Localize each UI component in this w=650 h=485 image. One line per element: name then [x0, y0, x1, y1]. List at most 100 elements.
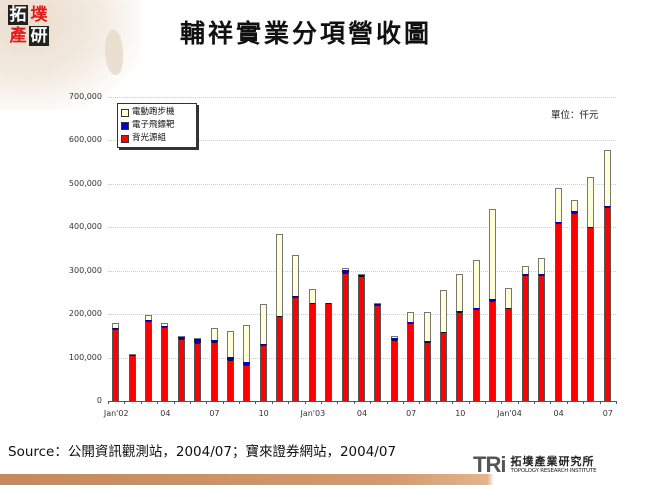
bar-segment [128, 355, 136, 401]
bar-segment [243, 364, 251, 401]
bar-2002/09 [243, 325, 251, 401]
bar-segment [439, 331, 447, 333]
x-tick-label: 04 [160, 409, 171, 418]
bar-segment [538, 257, 546, 275]
bar-segment [112, 323, 120, 329]
bar-2002/03 [144, 315, 152, 401]
bar-segment [226, 357, 234, 361]
bar-segment [554, 221, 562, 223]
chart-legend: 電動跑步機 電子飛鏢靶 背光源組 [117, 103, 197, 148]
bar-segment [210, 341, 218, 401]
y-tick-label: 400,000 [68, 222, 102, 232]
x-axis-tick [501, 401, 503, 404]
bar-segment [554, 188, 562, 223]
bar-segment [587, 227, 595, 401]
bar-segment [390, 339, 398, 401]
x-tick-label: Jan'02 [103, 409, 129, 418]
bar-segment [210, 339, 218, 342]
bar-2002/05 [177, 336, 185, 401]
bar-segment [521, 265, 529, 275]
gridline [108, 227, 616, 229]
bar-segment [243, 362, 251, 365]
x-axis-tick [566, 401, 568, 404]
x-axis-tick [255, 401, 257, 404]
bar-segment [161, 322, 169, 327]
page-title: 輔祥實業分項營收圖 [180, 19, 433, 48]
bar-segment [161, 326, 169, 328]
bar-segment [374, 305, 382, 401]
bar-segment [439, 332, 447, 401]
bar-segment [308, 303, 316, 401]
bar-segment [489, 299, 497, 302]
gridline [108, 183, 616, 185]
bar-segment [407, 312, 415, 322]
bar-segment [128, 353, 136, 355]
bar-2004/05 [571, 199, 579, 401]
bar-segment [587, 177, 595, 227]
logo-char: 產 [9, 26, 27, 46]
x-axis-tick [402, 401, 404, 404]
x-axis-tick [189, 401, 191, 404]
gridline [108, 97, 616, 98]
x-axis-tick [222, 401, 224, 404]
bar-2003/03 [341, 268, 349, 401]
x-axis-tick [337, 401, 339, 404]
org-name-en: TOPOLOGY RESEARCH INSTITUTE [510, 467, 597, 474]
gridline [108, 140, 616, 142]
bar-segment [177, 336, 185, 338]
y-tick-label: 700,000 [68, 92, 102, 101]
logo-char: 墣 [30, 5, 48, 25]
x-axis-tick [353, 401, 355, 404]
x-axis-tick [599, 401, 601, 404]
unit-label: 單位：仟元 [551, 110, 599, 121]
bar-segment [325, 303, 333, 401]
bar-2002/04 [161, 322, 169, 401]
gridline [108, 270, 616, 272]
bar-2003/11 [472, 260, 480, 401]
bar-2004/04 [554, 188, 562, 401]
x-axis-tick [468, 401, 470, 404]
bar-segment [538, 274, 546, 276]
source-note: Source：公開資訊觀測站，2004/07；寶來證券網站，2004/07 [8, 444, 397, 460]
bar-segment [505, 288, 513, 309]
x-axis-tick [304, 401, 306, 404]
y-tick-label: 0 [96, 396, 102, 405]
x-axis-tick [173, 401, 175, 404]
topology-logo: 拓 墣 產 研 [8, 5, 52, 49]
bar-2003/08 [423, 311, 431, 401]
bar-segment [521, 274, 529, 276]
legend-swatch-icon [121, 134, 129, 143]
bar-2002/06 [194, 337, 202, 401]
bar-segment [603, 149, 611, 206]
bar-segment [292, 296, 300, 401]
x-axis-tick [140, 401, 142, 404]
bar-segment [276, 233, 284, 316]
x-axis-tick [271, 401, 273, 404]
bar-segment [472, 309, 480, 401]
bar-segment [439, 289, 447, 332]
bar-segment [128, 354, 136, 356]
bar-segment [489, 301, 497, 401]
bar-segment [194, 337, 202, 339]
y-tick-label: 200,000 [68, 309, 102, 319]
legend-item-treadmill: 電動跑步機 [121, 106, 193, 119]
bar-segment [603, 205, 611, 207]
x-axis [108, 401, 616, 402]
bar-segment [144, 315, 152, 320]
bar-2003/12 [489, 209, 497, 401]
x-axis-tick [583, 401, 585, 404]
bar-segment [374, 302, 382, 304]
bar-segment [194, 342, 202, 401]
bar-segment [505, 308, 513, 401]
x-axis-tick [124, 401, 126, 404]
bar-2004/06 [587, 177, 595, 401]
bar-2002/12 [292, 255, 300, 401]
bar-2002/08 [226, 330, 234, 401]
footer-band [0, 474, 650, 485]
bar-segment [390, 338, 398, 340]
tri-mark: TRi [473, 452, 506, 477]
bar-segment [603, 206, 611, 401]
legend-label: 背光源組 [132, 133, 167, 143]
x-axis-tick [108, 401, 109, 404]
bar-2004/01 [505, 288, 513, 401]
